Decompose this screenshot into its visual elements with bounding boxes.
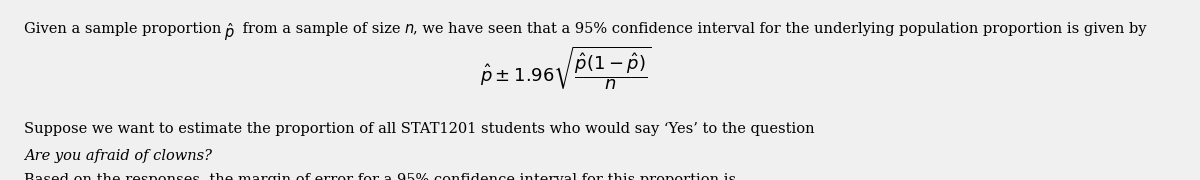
Text: , we have seen that a 95% confidence interval for the underlying population prop: , we have seen that a 95% confidence int…	[413, 22, 1146, 36]
Text: $\hat{p} \pm 1.96\sqrt{\dfrac{\hat{p}(1-\hat{p})}{n}}$: $\hat{p} \pm 1.96\sqrt{\dfrac{\hat{p}(1-…	[480, 44, 652, 92]
Text: from a sample of size: from a sample of size	[238, 22, 404, 36]
Text: Suppose we want to estimate the proportion of all STAT1201 students who would sa: Suppose we want to estimate the proporti…	[24, 122, 815, 136]
Text: $n$: $n$	[404, 22, 415, 36]
Text: Based on the responses, the margin of error for a 95% confidence interval for th: Based on the responses, the margin of er…	[24, 173, 736, 180]
Text: Given a sample proportion: Given a sample proportion	[24, 22, 226, 36]
Text: $\hat{p}$: $\hat{p}$	[224, 22, 235, 43]
Text: Are you afraid of clowns?: Are you afraid of clowns?	[24, 149, 212, 163]
